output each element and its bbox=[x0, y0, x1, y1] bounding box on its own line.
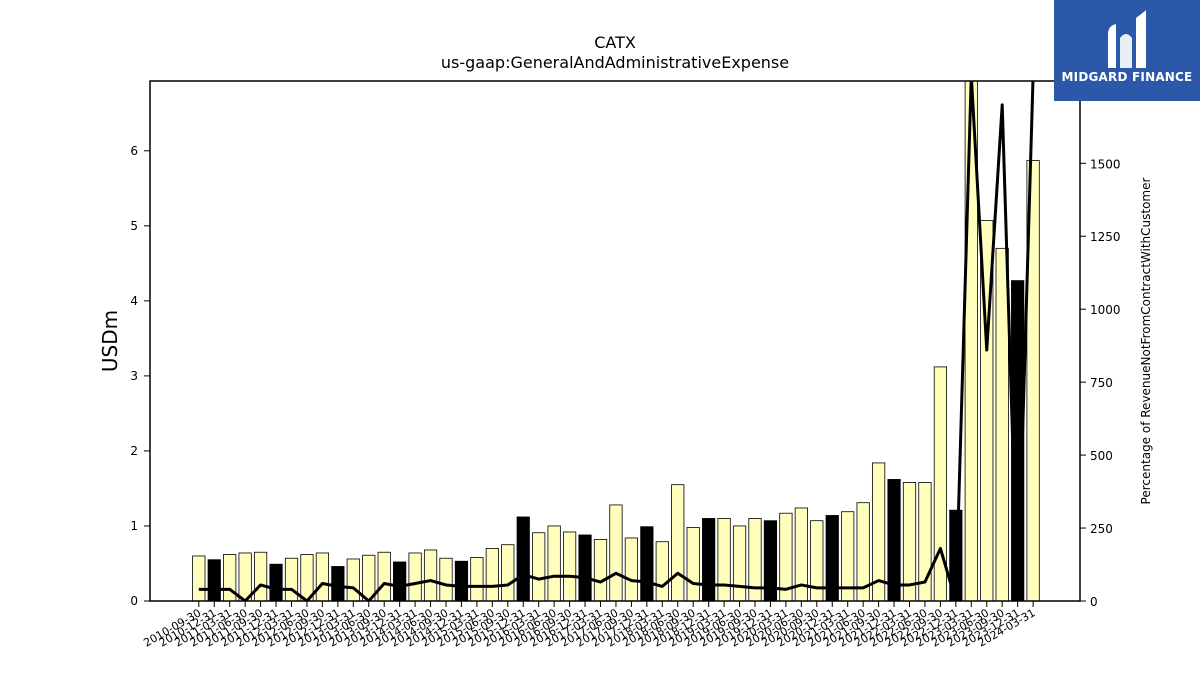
y-tick-label: 2 bbox=[130, 444, 138, 458]
bar-2021-12-31 bbox=[887, 479, 901, 601]
bar-2012-03-31 bbox=[284, 557, 299, 601]
y-tick-label: 5 bbox=[130, 219, 138, 233]
bar-2016-12-31 bbox=[578, 534, 592, 601]
bar-2010-12-31 bbox=[207, 559, 221, 601]
bar-2017-03-31 bbox=[593, 539, 608, 601]
bar-2020-12-31 bbox=[825, 515, 839, 601]
bar-2020-03-31 bbox=[779, 512, 793, 601]
y-tick-label: 3 bbox=[130, 369, 138, 383]
bar-2017-09-30 bbox=[624, 537, 639, 601]
y2-axis-label: Percentage of RevenueNotFromContractWith… bbox=[1139, 178, 1153, 505]
line-layer bbox=[198, 81, 1035, 601]
bar-2019-09-30 bbox=[748, 518, 762, 601]
bar-2015-06-30 bbox=[485, 548, 499, 601]
bar-2016-09-30 bbox=[563, 531, 577, 601]
bar-2013-12-31 bbox=[393, 561, 407, 601]
bar-2010-09-30 bbox=[192, 555, 206, 601]
bar-2015-09-30 bbox=[501, 544, 515, 601]
bar-2012-09-30 bbox=[315, 552, 330, 601]
y2-tick-label: 500 bbox=[1090, 449, 1113, 463]
bar-2022-09-30 bbox=[933, 366, 948, 601]
bar-2017-06-30 bbox=[609, 504, 623, 601]
bar-2023-09-30 bbox=[995, 247, 1009, 601]
y-axis-left: 0 1 2 3 4 5 6 bbox=[130, 144, 150, 608]
bar-2018-12-31 bbox=[702, 518, 716, 601]
bar-2019-06-30 bbox=[732, 525, 747, 601]
line-series bbox=[198, 81, 1035, 601]
bar-2011-06-30 bbox=[238, 552, 252, 601]
bar-2018-09-30 bbox=[686, 527, 700, 601]
bar-2014-03-31 bbox=[408, 552, 422, 601]
chart-title: CATX bbox=[594, 33, 636, 52]
y2-tick-label: 250 bbox=[1090, 522, 1113, 536]
bar-2018-06-30 bbox=[671, 484, 685, 601]
y-tick-label: 0 bbox=[130, 594, 138, 608]
y2-tick-label: 0 bbox=[1090, 595, 1098, 609]
bar-2020-09-30 bbox=[810, 520, 824, 601]
plot-frame bbox=[149, 80, 1081, 602]
bar-2012-12-31 bbox=[331, 566, 345, 601]
y2-tick-label: 1250 bbox=[1090, 230, 1121, 244]
bar-layer bbox=[192, 81, 1040, 601]
y-tick-label: 6 bbox=[130, 144, 138, 158]
bar-2011-09-30 bbox=[253, 551, 268, 601]
bar-2014-06-30 bbox=[423, 549, 438, 601]
bar-2019-12-31 bbox=[763, 520, 778, 601]
logo-mark-icon bbox=[1108, 10, 1146, 68]
bar-2014-12-31 bbox=[454, 560, 469, 601]
y-tick-label: 4 bbox=[130, 294, 138, 308]
bar-2016-06-30 bbox=[547, 525, 561, 601]
y2-tick-label: 750 bbox=[1090, 376, 1113, 390]
bar-2016-03-31 bbox=[532, 532, 546, 601]
bar-2022-03-31 bbox=[902, 482, 917, 601]
y-tick-label: 1 bbox=[130, 519, 138, 533]
bar-2014-09-30 bbox=[439, 557, 453, 601]
chart-subtitle: us-gaap:GeneralAndAdministrativeExpense bbox=[441, 53, 789, 72]
bar-2021-09-30 bbox=[872, 462, 886, 601]
y-axis-label: USDm bbox=[98, 310, 122, 372]
x-axis: 2010-09-302010-12-312011-03-312011-06-30… bbox=[141, 601, 1038, 650]
bar-2017-12-31 bbox=[640, 526, 654, 601]
bar-2015-12-31 bbox=[516, 516, 530, 601]
bar-2018-03-31 bbox=[655, 541, 669, 601]
y2-tick-label: 1000 bbox=[1090, 303, 1121, 317]
bar-2019-03-31 bbox=[717, 518, 731, 601]
bar-2022-06-30 bbox=[918, 482, 932, 601]
bar-2011-12-31 bbox=[269, 563, 283, 601]
y2-tick-label: 1500 bbox=[1090, 157, 1121, 171]
bar-2021-06-30 bbox=[856, 502, 870, 601]
bar-2013-03-31 bbox=[346, 558, 360, 601]
logo-text: MIDGARD FINANCE bbox=[1061, 70, 1193, 84]
bar-2013-09-30 bbox=[377, 551, 391, 601]
y-axis-right: 02505007501000125015001750 bbox=[1080, 84, 1121, 609]
midgard-finance-logo: MIDGARD FINANCE bbox=[1054, 0, 1200, 101]
bar-2015-03-31 bbox=[470, 557, 484, 601]
